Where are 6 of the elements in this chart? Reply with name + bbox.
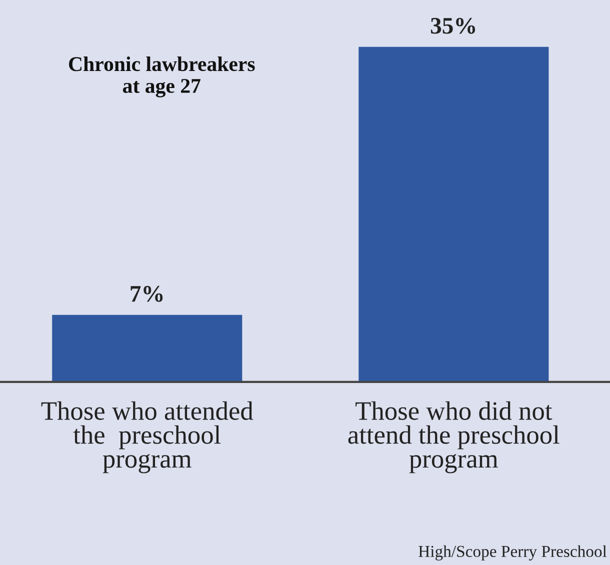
x-tick-label: Those who did not attend the preschool program bbox=[348, 401, 560, 474]
text: High/Scope Perry Preschool bbox=[418, 545, 607, 560]
x-tick-label: Those who attended the preschool program bbox=[41, 401, 254, 474]
text: Chronic lawbreakers at age 27 bbox=[69, 56, 255, 98]
data-label: 35% bbox=[430, 18, 476, 34]
data-label: 7% bbox=[130, 286, 163, 302]
